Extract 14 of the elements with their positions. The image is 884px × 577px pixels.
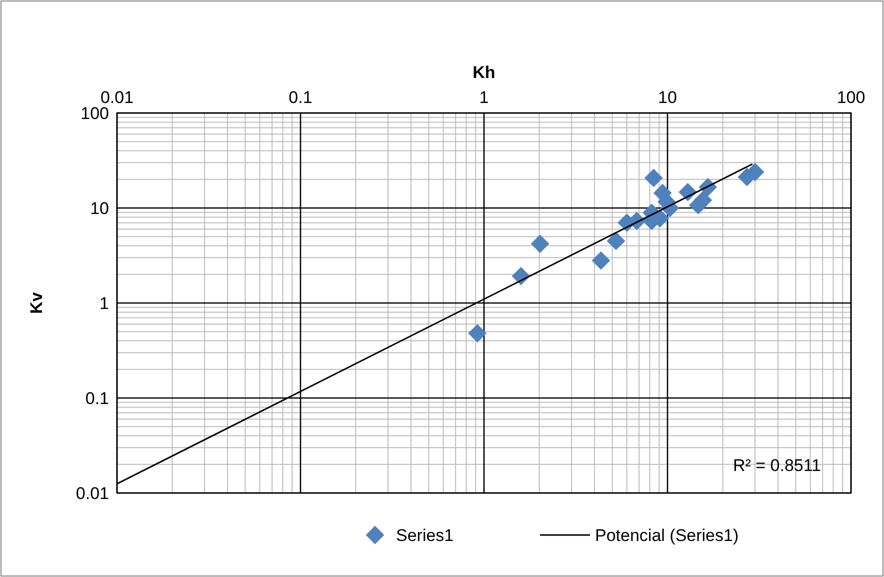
y-tick-label: 1: [100, 294, 109, 313]
y-tick-label: 0.01: [76, 484, 109, 503]
x-tick-label: 100: [836, 88, 866, 107]
legend-label: Potencial (Series1): [595, 526, 739, 545]
y-axis-title: Kv: [27, 292, 46, 314]
y-tick-label: 10: [90, 199, 109, 218]
x-tick-label: 10: [658, 88, 677, 107]
x-axis-title: Kh: [472, 63, 496, 82]
y-tick-label: 0.1: [85, 389, 109, 408]
legend-label: Series1: [396, 526, 454, 545]
annotation: R² = 0.8511: [732, 456, 821, 475]
y-tick-label: 100: [80, 104, 109, 123]
x-tick-label: 1: [479, 88, 489, 107]
x-tick-label: 0.1: [288, 88, 312, 107]
